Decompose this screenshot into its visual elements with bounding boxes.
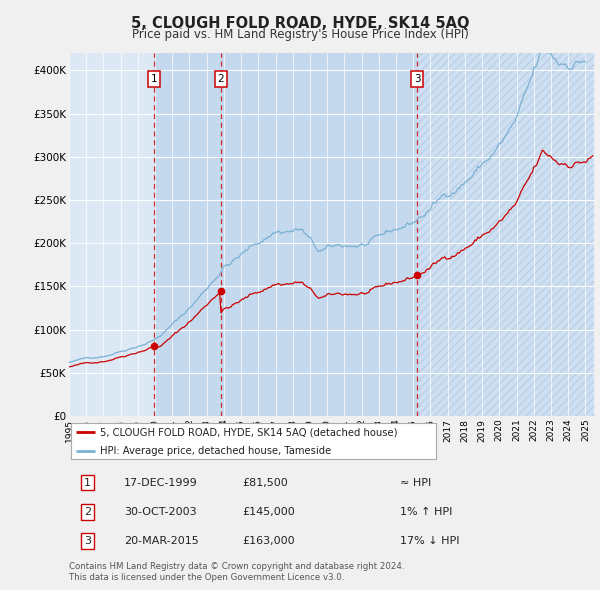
Text: Price paid vs. HM Land Registry's House Price Index (HPI): Price paid vs. HM Land Registry's House … [131,28,469,41]
Text: 1: 1 [151,74,158,84]
Text: 30-OCT-2003: 30-OCT-2003 [124,507,197,517]
Bar [154,53,221,416]
Text: 17-DEC-1999: 17-DEC-1999 [124,477,198,487]
Text: 2: 2 [218,74,224,84]
Text: 5, CLOUGH FOLD ROAD, HYDE, SK14 5AQ: 5, CLOUGH FOLD ROAD, HYDE, SK14 5AQ [131,16,469,31]
Text: 1: 1 [84,477,91,487]
Text: 3: 3 [84,536,91,546]
Text: 20-MAR-2015: 20-MAR-2015 [124,536,199,546]
Bar [417,53,594,416]
Text: 1% ↑ HPI: 1% ↑ HPI [400,507,452,517]
Text: ≈ HPI: ≈ HPI [400,477,431,487]
Text: HPI: Average price, detached house, Tameside: HPI: Average price, detached house, Tame… [100,445,332,455]
FancyBboxPatch shape [71,423,436,460]
Text: 17% ↓ HPI: 17% ↓ HPI [400,536,459,546]
Text: £145,000: £145,000 [242,507,295,517]
Text: Contains HM Land Registry data © Crown copyright and database right 2024.
This d: Contains HM Land Registry data © Crown c… [69,562,404,582]
Text: 5, CLOUGH FOLD ROAD, HYDE, SK14 5AQ (detached house): 5, CLOUGH FOLD ROAD, HYDE, SK14 5AQ (det… [100,427,398,437]
Text: £163,000: £163,000 [242,536,295,546]
Text: £81,500: £81,500 [242,477,288,487]
Bar [221,53,417,416]
Text: 3: 3 [414,74,421,84]
Text: 2: 2 [84,507,91,517]
